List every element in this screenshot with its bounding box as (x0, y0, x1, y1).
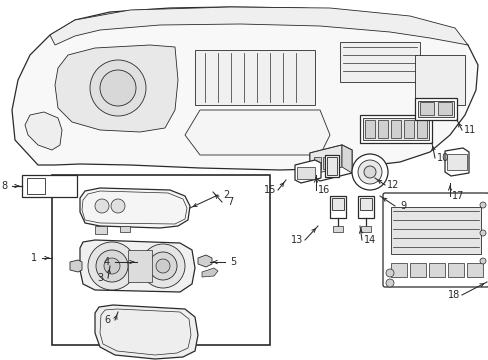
Circle shape (141, 244, 184, 288)
Bar (409, 263, 425, 277)
Circle shape (479, 258, 485, 264)
Bar (22, 175, 77, 197)
Bar (446, 154, 466, 170)
Polygon shape (12, 7, 477, 170)
Text: 2: 2 (223, 190, 229, 200)
Text: 14: 14 (363, 235, 375, 245)
Polygon shape (202, 268, 218, 277)
Circle shape (156, 259, 170, 273)
Circle shape (104, 258, 120, 274)
Text: 18: 18 (447, 290, 459, 300)
Bar (331, 157, 338, 169)
Circle shape (479, 202, 485, 208)
Text: 12: 12 (386, 180, 398, 190)
Polygon shape (50, 7, 467, 45)
Polygon shape (95, 305, 198, 359)
Bar (360, 226, 370, 232)
Circle shape (385, 269, 393, 277)
Polygon shape (80, 240, 195, 292)
Polygon shape (55, 45, 178, 132)
Text: 9: 9 (399, 201, 405, 211)
Text: 13: 13 (290, 235, 303, 245)
Circle shape (95, 199, 109, 213)
Polygon shape (309, 145, 341, 175)
Bar (339, 42, 419, 82)
Bar (362, 118, 428, 140)
Bar (52, 175, 269, 345)
Bar (332, 226, 342, 232)
Text: 8: 8 (1, 181, 7, 191)
Polygon shape (309, 145, 351, 181)
Bar (377, 120, 387, 138)
Circle shape (149, 252, 177, 280)
Text: 15: 15 (263, 185, 276, 195)
Circle shape (100, 70, 136, 106)
Bar (313, 157, 320, 169)
Bar (326, 157, 336, 175)
Bar (120, 226, 130, 232)
Text: 17: 17 (451, 191, 463, 201)
Bar (437, 102, 451, 115)
Text: 6: 6 (104, 315, 110, 325)
Text: 5: 5 (229, 257, 236, 267)
Bar (390, 263, 406, 277)
Circle shape (357, 160, 381, 184)
Bar (357, 196, 373, 218)
Circle shape (88, 242, 136, 290)
Polygon shape (198, 255, 212, 267)
Bar (447, 263, 463, 277)
Circle shape (385, 279, 393, 287)
Circle shape (111, 199, 125, 213)
Bar (296, 167, 314, 179)
Bar (390, 207, 480, 254)
Text: 16: 16 (317, 185, 329, 195)
Text: 3: 3 (97, 273, 103, 283)
Bar (359, 115, 431, 143)
Bar (325, 155, 338, 177)
Polygon shape (184, 110, 329, 155)
Text: 1: 1 (31, 253, 37, 263)
Bar (27, 178, 45, 194)
Polygon shape (80, 188, 190, 228)
Bar (323, 157, 329, 169)
Bar (414, 98, 456, 120)
Bar (414, 55, 464, 105)
Circle shape (90, 60, 146, 116)
Text: 10: 10 (436, 153, 448, 163)
Bar (331, 198, 343, 210)
Polygon shape (444, 148, 468, 176)
Bar (417, 101, 453, 117)
Circle shape (96, 250, 128, 282)
Bar (403, 120, 413, 138)
FancyBboxPatch shape (382, 193, 488, 287)
Text: 4: 4 (104, 257, 110, 267)
Circle shape (363, 166, 375, 178)
Text: 11: 11 (463, 125, 475, 135)
Text: 7: 7 (226, 197, 233, 207)
Polygon shape (294, 160, 320, 183)
Bar (95, 226, 107, 234)
Bar (128, 250, 152, 282)
Polygon shape (70, 260, 82, 272)
Bar (364, 120, 374, 138)
Bar (390, 120, 400, 138)
Bar (466, 263, 482, 277)
Polygon shape (341, 145, 351, 173)
Polygon shape (25, 112, 62, 150)
Bar (428, 263, 444, 277)
Bar (329, 196, 346, 218)
Bar (419, 102, 433, 115)
Bar (195, 50, 314, 105)
Bar (359, 198, 371, 210)
Circle shape (351, 154, 387, 190)
Bar (416, 120, 426, 138)
Circle shape (479, 230, 485, 236)
